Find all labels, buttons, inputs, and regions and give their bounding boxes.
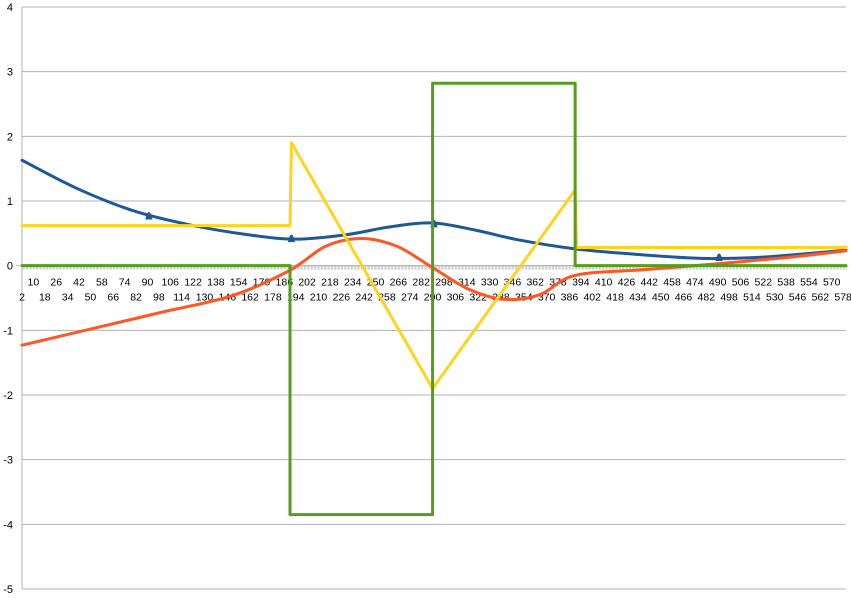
x-tick-label: 466 [675, 292, 693, 304]
x-tick-label: 90 [142, 277, 154, 289]
x-tick-label: 34 [62, 292, 74, 304]
x-tick-label: 530 [766, 292, 784, 304]
x-tick-label: 306 [447, 292, 465, 304]
x-tick-label: 218 [321, 277, 339, 289]
series-line-4 [20, 81, 848, 517]
x-tick-label: 474 [686, 277, 704, 289]
x-tick-label: 10 [28, 277, 40, 289]
y-tick-label: 4 [7, 2, 13, 14]
x-tick-label: 506 [732, 277, 750, 289]
x-tick-label: 514 [743, 292, 761, 304]
x-tick-label: 570 [823, 277, 841, 289]
x-tick-label: 98 [153, 292, 165, 304]
x-tick-label: 202 [298, 277, 316, 289]
x-tick-label: 362 [526, 277, 544, 289]
x-tick-label: 178 [264, 292, 282, 304]
x-tick-label: 442 [641, 277, 659, 289]
x-tick-label: 226 [333, 292, 351, 304]
x-tick-label: 562 [812, 292, 830, 304]
x-tick-label: 546 [789, 292, 807, 304]
y-tick-label: -1 [3, 325, 13, 337]
x-tick-label: 418 [606, 292, 624, 304]
x-tick-label: 106 [161, 277, 179, 289]
x-tick-label: 234 [344, 277, 362, 289]
x-tick-label: 2 [19, 292, 25, 304]
x-tick-label: 210 [310, 292, 328, 304]
data-spike [715, 253, 723, 261]
x-tick-label: 538 [777, 277, 795, 289]
x-tick-label: 58 [96, 277, 108, 289]
y-tick-label: 0 [7, 261, 13, 273]
x-tick-label: 330 [481, 277, 499, 289]
x-tick-label: 122 [184, 277, 202, 289]
x-tick-label: 274 [401, 292, 419, 304]
y-tick-label: -4 [3, 519, 13, 531]
x-tick-label: 26 [50, 277, 62, 289]
x-tick-label: 114 [173, 292, 190, 304]
x-tick-label: 242 [355, 292, 373, 304]
x-tick-label: 82 [130, 292, 142, 304]
y-tick-label: 2 [7, 131, 13, 143]
x-tick-label: 50 [85, 292, 97, 304]
x-tick-label: 458 [663, 277, 681, 289]
x-axis: 10 26 42 58 74 90 106 122 138 154 170 186 202 218 234 2… [16, 265, 851, 304]
x-tick-label: 298 [435, 277, 453, 289]
x-tick-label: 74 [119, 277, 131, 289]
y-tick-label: -3 [3, 455, 13, 467]
chart-series [20, 81, 848, 517]
y-tick-label: 3 [7, 67, 13, 79]
data-spike [287, 234, 296, 243]
x-tick-label: 66 [107, 292, 119, 304]
y-tick-label: 1 [7, 196, 13, 208]
x-tick-label: 522 [755, 277, 773, 289]
x-tick-label: 498 [720, 292, 738, 304]
x-tick-label: 450 [652, 292, 670, 304]
x-tick-label: 434 [629, 292, 647, 304]
x-tick-label: 410 [595, 277, 613, 289]
x-tick-label: 386 [561, 292, 579, 304]
x-tick-label: 282 [412, 277, 430, 289]
y-tick-label: -5 [3, 584, 13, 596]
x-tick-label: 578 [834, 292, 851, 304]
x-tick-label: 42 [73, 277, 85, 289]
y-axis: -5 -4 -3 -2 -1 0 1 2 3 4 [3, 2, 23, 596]
x-tick-label: 162 [241, 292, 259, 304]
x-tick-label: 266 [390, 277, 408, 289]
x-tick-label: 554 [800, 277, 818, 289]
x-tick-label: 426 [618, 277, 636, 289]
x-tick-label: 482 [698, 292, 716, 304]
x-tick-label: 490 [709, 277, 727, 289]
x-tick-label: 18 [39, 292, 51, 304]
data-spike [145, 212, 153, 220]
y-tick-label: -2 [3, 390, 13, 402]
x-tick-label: 138 [207, 277, 225, 289]
x-tick-label: 154 [230, 277, 248, 289]
x-tick-label: 402 [583, 292, 601, 304]
x-tick-label: 394 [572, 277, 590, 289]
